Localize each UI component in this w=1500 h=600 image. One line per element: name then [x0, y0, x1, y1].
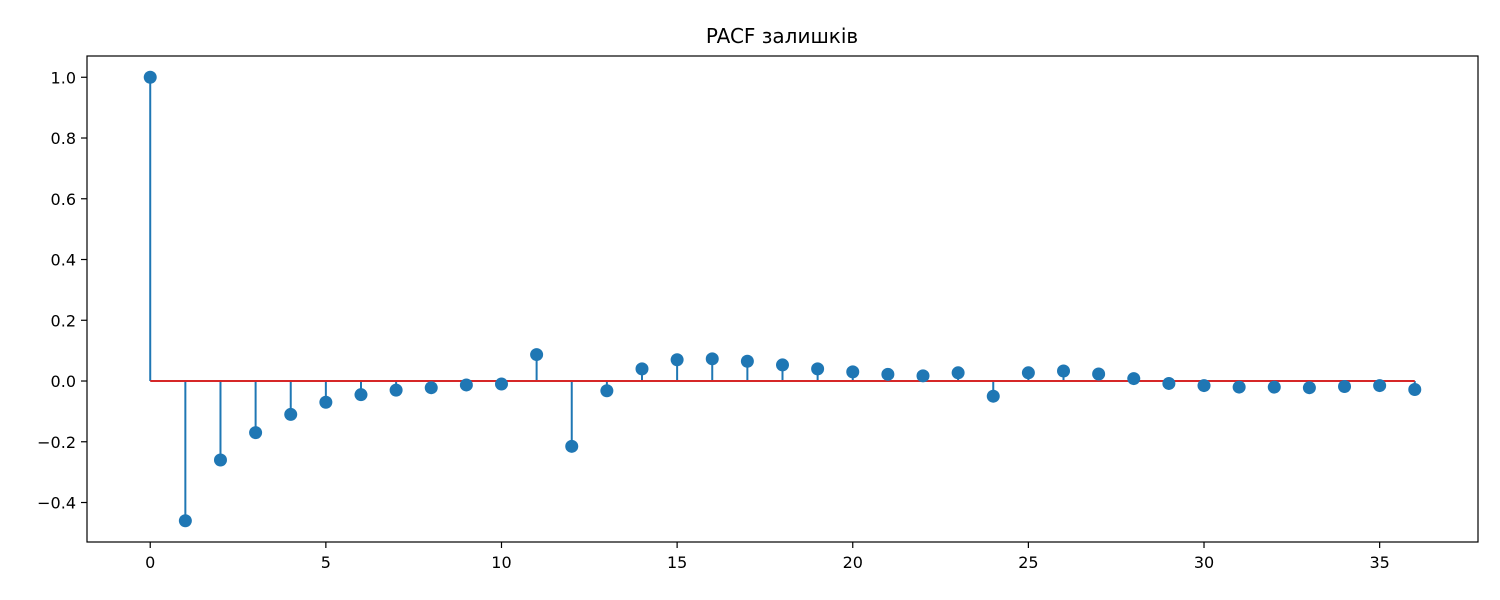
- x-tick-label-0: 0: [145, 553, 155, 572]
- stem-marker-22: [916, 369, 930, 383]
- stem-marker-18: [776, 358, 789, 372]
- stem-marker-5: [319, 395, 333, 409]
- stem-marker-13: [600, 384, 614, 398]
- stem-marker-25: [1021, 366, 1035, 380]
- x-tick-label-35: 35: [1369, 553, 1389, 572]
- stem-marker-14: [635, 362, 649, 376]
- stem-marker-1: [178, 514, 192, 528]
- y-tick-label-0: −0.4: [37, 494, 76, 513]
- stem-marker-30: [1197, 379, 1211, 393]
- stem-marker-29: [1162, 376, 1176, 390]
- stem-marker-32: [1267, 380, 1281, 394]
- y-tick-label-3: 0.2: [51, 311, 76, 330]
- stem-marker-6: [354, 388, 368, 402]
- markers-group: [143, 70, 1422, 528]
- stem-marker-3: [249, 426, 263, 440]
- stem-marker-10: [494, 377, 508, 391]
- stem-marker-33: [1302, 381, 1316, 395]
- stem-marker-15: [670, 353, 684, 367]
- y-tick-label-5: 0.6: [51, 190, 76, 209]
- stem-marker-24: [986, 389, 1000, 403]
- x-tick-label-10: 10: [491, 553, 511, 572]
- x-axis-ticks: 0 5 10 15 20 25 30 35: [145, 542, 1390, 572]
- x-tick-label-15: 15: [667, 553, 687, 572]
- stem-marker-19: [811, 362, 825, 376]
- stem-marker-20: [846, 365, 860, 379]
- stem-marker-17: [740, 354, 754, 368]
- stem-marker-23: [951, 366, 965, 380]
- stem-marker-31: [1232, 380, 1246, 394]
- y-tick-label-4: 0.4: [51, 251, 76, 270]
- stem-marker-12: [565, 439, 579, 453]
- stem-marker-26: [1057, 364, 1071, 378]
- y-tick-label-7: 1.0: [51, 68, 76, 87]
- stem-marker-21: [881, 367, 895, 381]
- chart-title: PACF залишків: [706, 24, 858, 48]
- stem-marker-16: [705, 352, 719, 366]
- plot-frame: [86, 55, 1479, 543]
- y-axis-ticks: −0.4 −0.2 0.0 0.2 0.4 0.6 0.8 1.0: [37, 68, 87, 513]
- stem-marker-0: [143, 70, 157, 84]
- y-tick-label-2: 0.0: [51, 372, 76, 391]
- stem-marker-8: [424, 381, 438, 395]
- stem-marker-2: [213, 453, 227, 467]
- plot-area: [87, 56, 1478, 542]
- y-tick-label-1: −0.2: [37, 433, 76, 452]
- stem-marker-7: [389, 383, 403, 397]
- stem-marker-11: [530, 348, 544, 362]
- stem-marker-35: [1373, 379, 1387, 393]
- stem-marker-27: [1092, 367, 1106, 381]
- stem-marker-34: [1338, 379, 1352, 393]
- x-tick-label-25: 25: [1018, 553, 1038, 572]
- x-tick-label-5: 5: [321, 553, 331, 572]
- stem-marker-4: [284, 407, 298, 421]
- stem-marker-36: [1408, 383, 1422, 397]
- y-tick-label-6: 0.8: [51, 129, 76, 148]
- x-tick-label-30: 30: [1194, 553, 1214, 572]
- stem-marker-28: [1127, 372, 1141, 386]
- x-tick-label-20: 20: [843, 553, 863, 572]
- stem-marker-9: [459, 378, 473, 392]
